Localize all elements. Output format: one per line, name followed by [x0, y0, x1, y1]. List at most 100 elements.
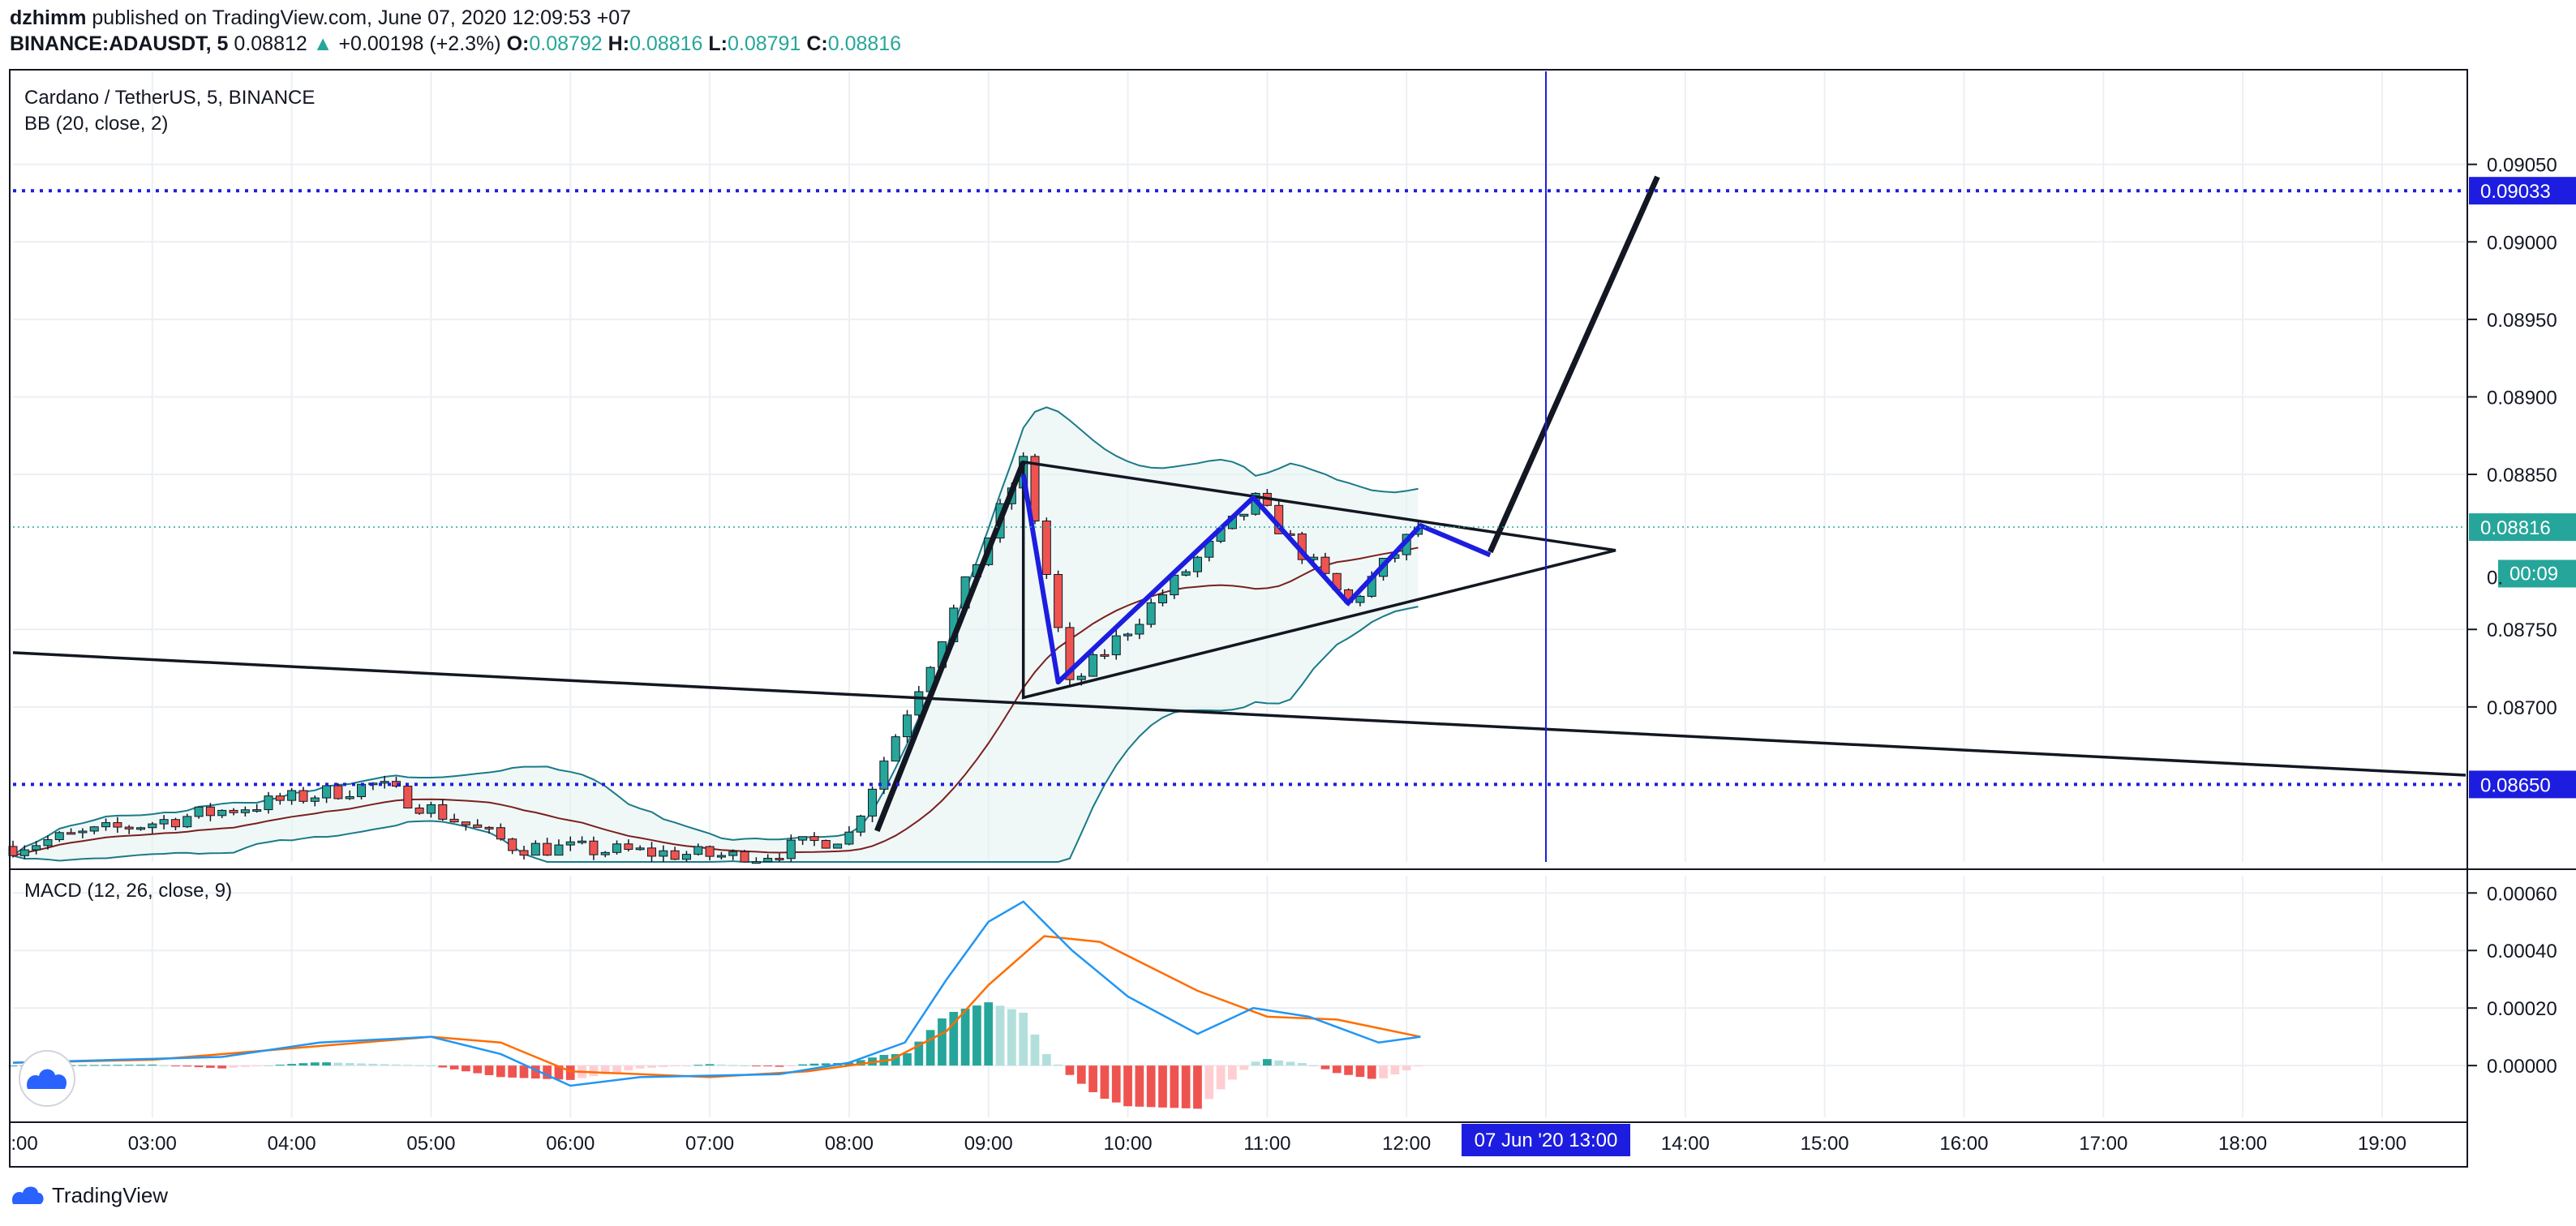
macd-histogram-bar [298, 1063, 308, 1066]
candle [995, 499, 1005, 543]
candle [624, 839, 633, 852]
candle-body [287, 790, 297, 801]
last-price: 0.08812 [234, 32, 307, 55]
candle [135, 826, 146, 831]
last-price-tag [2469, 513, 2576, 542]
macd-histogram-bar [856, 1060, 865, 1066]
candle-body [1402, 534, 1411, 555]
macd-histogram-bar [589, 1065, 599, 1077]
candle-body [1181, 571, 1191, 576]
time-tick-label: 14:00 [1661, 1133, 1710, 1155]
candle [496, 823, 505, 841]
macd-histogram-bar [1076, 1065, 1086, 1084]
candle [508, 838, 517, 855]
candle-body [1367, 576, 1376, 597]
candle [646, 842, 657, 862]
bb-basis [12, 547, 1419, 857]
macd-histogram-bar [554, 1065, 564, 1080]
macd-histogram-bar [1355, 1065, 1365, 1078]
candle [1181, 569, 1191, 577]
countdown-text: 00:09 [2509, 563, 2558, 585]
macd-tick-label: 0.00020 [2487, 998, 2557, 1020]
candle [170, 817, 180, 830]
macd-histogram-bar [1030, 1034, 1040, 1066]
candle [519, 846, 529, 860]
candle-body [78, 830, 88, 834]
candle-body [868, 788, 878, 817]
macd-histogram-bar [414, 1065, 424, 1066]
candle-body [600, 851, 610, 855]
bb-legend: BB (20, close, 2) [24, 113, 168, 135]
candle [1297, 531, 1307, 564]
candle-body [1192, 556, 1202, 572]
tradingview-brand[interactable]: TradingView [10, 1177, 168, 1213]
candle [1111, 629, 1121, 660]
candle [972, 564, 981, 577]
candle [565, 836, 575, 851]
candle-body [8, 846, 18, 856]
candle-body [217, 809, 227, 817]
candle [1355, 594, 1365, 607]
candle-body [54, 832, 64, 841]
candle [217, 809, 227, 818]
macd-histogram-bar [1088, 1065, 1097, 1092]
macd-histogram-bar [322, 1062, 331, 1066]
macd-histogram-bar [972, 1005, 981, 1066]
candle [159, 815, 169, 829]
drawing-tools [12, 71, 2467, 862]
high-label: H: [608, 32, 630, 55]
tradingview-badge[interactable] [19, 1050, 75, 1107]
macd-histogram-bar [229, 1065, 238, 1068]
price-tick-label: 0.08950 [2487, 310, 2557, 332]
projection-line [1488, 175, 1660, 554]
candle-body [984, 538, 994, 565]
macd-signal-line [12, 935, 1421, 1078]
candle [554, 839, 564, 856]
candle [461, 821, 470, 831]
candle [1157, 589, 1168, 607]
candle-body [357, 783, 367, 797]
candle [728, 849, 738, 860]
candle [833, 843, 843, 849]
candle-body [461, 821, 470, 825]
macd-histogram-bar [960, 1008, 970, 1066]
macd-legend: MACD (12, 26, close, 9) [24, 880, 232, 902]
macd-histogram-bar [206, 1065, 215, 1068]
up-arrow-icon: ▲ [312, 32, 333, 55]
candle [264, 791, 273, 814]
candle [473, 819, 483, 828]
candle [902, 709, 912, 744]
macd-indicator [8, 900, 1423, 1109]
candle-body [368, 782, 378, 786]
candle [659, 845, 668, 862]
crosshair-time-text: 07 Jun '20 13:00 [1475, 1130, 1618, 1151]
macd-histogram-bar [647, 1065, 656, 1068]
candle-body [1216, 528, 1226, 542]
candle-body [113, 822, 122, 828]
candle [716, 851, 726, 860]
candle [949, 604, 959, 645]
candle-body [1379, 558, 1389, 577]
macd-histogram-bar [380, 1064, 389, 1066]
candle-body [438, 804, 448, 820]
candle-body [449, 818, 459, 823]
candle [229, 808, 238, 816]
candle-body [775, 858, 784, 861]
candle-body [1274, 504, 1284, 534]
candle [960, 576, 970, 611]
candle-body [1157, 594, 1168, 604]
candle [380, 775, 389, 789]
candle [368, 782, 378, 791]
bb-lower [12, 606, 1419, 863]
price-tick-label: 0.09000 [2487, 232, 2557, 254]
grid-lines [13, 71, 2466, 1117]
candle-body [659, 850, 668, 857]
candle [403, 784, 413, 809]
candle [345, 790, 354, 800]
author-name[interactable]: dzhimm [10, 6, 87, 29]
candle [89, 825, 99, 834]
close-label: C: [806, 32, 828, 55]
macd-histogram-bar [67, 1065, 75, 1066]
macd-line [12, 900, 1421, 1087]
